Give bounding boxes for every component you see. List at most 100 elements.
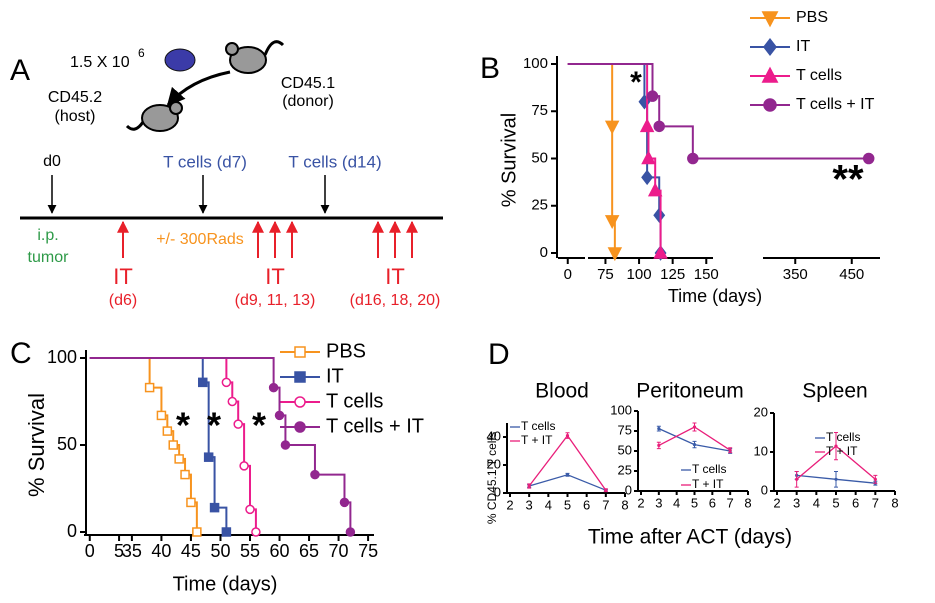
x-tick-label: 5 [114,541,124,561]
marker [227,396,238,407]
legend-label: T cells [326,390,383,412]
marker [233,419,243,429]
x-tick-label: 100 [627,266,652,283]
y-tick-label: 75 [618,422,632,437]
y-tick-label: 10 [754,443,768,458]
x-tick-label: 35 [122,541,142,561]
x-tick-label: 5 [832,495,839,510]
marker [565,434,570,438]
x-tick-label: 40 [151,541,171,561]
y-axis-label: % CD45.1 T cells [485,432,499,524]
x-tick-label: 125 [660,266,685,283]
marker [345,527,356,537]
marker [641,150,656,165]
marker [245,504,255,515]
x-tick-label: 7 [872,495,879,510]
x-tick-label: 65 [299,541,319,561]
legend-marker [294,346,306,358]
cell-icon [164,48,196,72]
marker [274,410,285,421]
y-tick-label: 100 [523,55,548,72]
x-tick-label: 60 [270,541,290,561]
legend-marker [294,371,306,383]
x-tick-label: 7 [602,497,609,512]
marker [565,473,570,477]
y-tick-label: 20 [754,404,768,419]
x-axis-label: Time (days) [668,286,762,306]
it-label: IT [113,264,133,289]
it-label: IT [385,264,405,289]
x-tick-label: 8 [744,495,751,510]
marker [647,182,663,197]
marker [795,477,799,481]
panel-label: A [10,54,30,87]
marker [604,488,608,492]
host-label: (host) [55,108,96,125]
y-tick-label: 25 [531,197,548,214]
x-tick-label: 350 [783,266,808,283]
marker [268,382,279,393]
annotation: * [252,405,266,446]
marker [239,461,249,471]
marker [221,377,232,388]
series-line [528,474,607,491]
x-tick-label: 4 [813,495,820,510]
y-axis-label: % Survival [24,393,49,497]
x-tick-label: 8 [621,497,628,512]
y-tick-label: 0 [761,482,768,497]
marker [280,440,291,450]
x-axis-label: Time (days) [173,573,278,595]
marker [174,454,184,464]
y-tick-label: 100 [47,347,77,367]
marker [604,215,620,229]
marker [186,497,196,508]
annotation: ** [832,158,864,202]
marker [198,377,208,388]
x-tick-label: 2 [506,497,513,512]
x-tick-label: 55 [240,541,260,561]
y-tick-label: 0 [625,482,632,497]
legend-label: T cells [521,419,555,433]
annotation: * [176,405,190,446]
marker [834,477,838,481]
y-tick-label: 100 [610,402,632,417]
y-tick-label: 0 [67,521,77,541]
marker [604,120,620,135]
legend-label: PBS [326,340,366,362]
panel-label: D [488,338,510,371]
legend-marker [294,396,306,408]
cell-count: 1.5 X 10 [70,54,130,71]
it-days: (d9, 11, 13) [235,292,316,309]
marker [653,120,665,133]
legend-marker [763,98,777,112]
y-tick-label: 50 [618,442,632,457]
radiation-label: +/- 300Rads [156,231,244,248]
x-tick-label: 6 [852,495,859,510]
legend-label: IT [796,38,810,55]
marker [180,469,190,480]
marker [162,426,173,436]
legend-marker [761,11,779,28]
y-tick-label: 75 [531,102,548,119]
y-axis-label: % Survival [498,113,520,207]
x-tick-label: 5 [691,495,698,510]
y-tick-label: 0 [494,484,501,499]
y-tick-label: 0 [540,244,548,261]
legend-label: T cells + IT [796,96,875,113]
legend-label: T cells [796,67,842,84]
x-tick-label: 0 [85,541,95,561]
marker [221,527,232,537]
marker [192,527,202,537]
y-tick-label: 25 [618,462,632,477]
marker [209,502,220,513]
panel-title: Spleen [802,380,867,403]
legend-label: T + IT [692,477,724,491]
y-tick-label: 50 [57,434,77,454]
marker [641,169,654,186]
marker [527,484,531,488]
legend-label: T + IT [826,444,858,458]
marker [834,444,838,448]
tcell-label: T cells (d7) [163,152,247,171]
panel-label: C [10,337,32,370]
